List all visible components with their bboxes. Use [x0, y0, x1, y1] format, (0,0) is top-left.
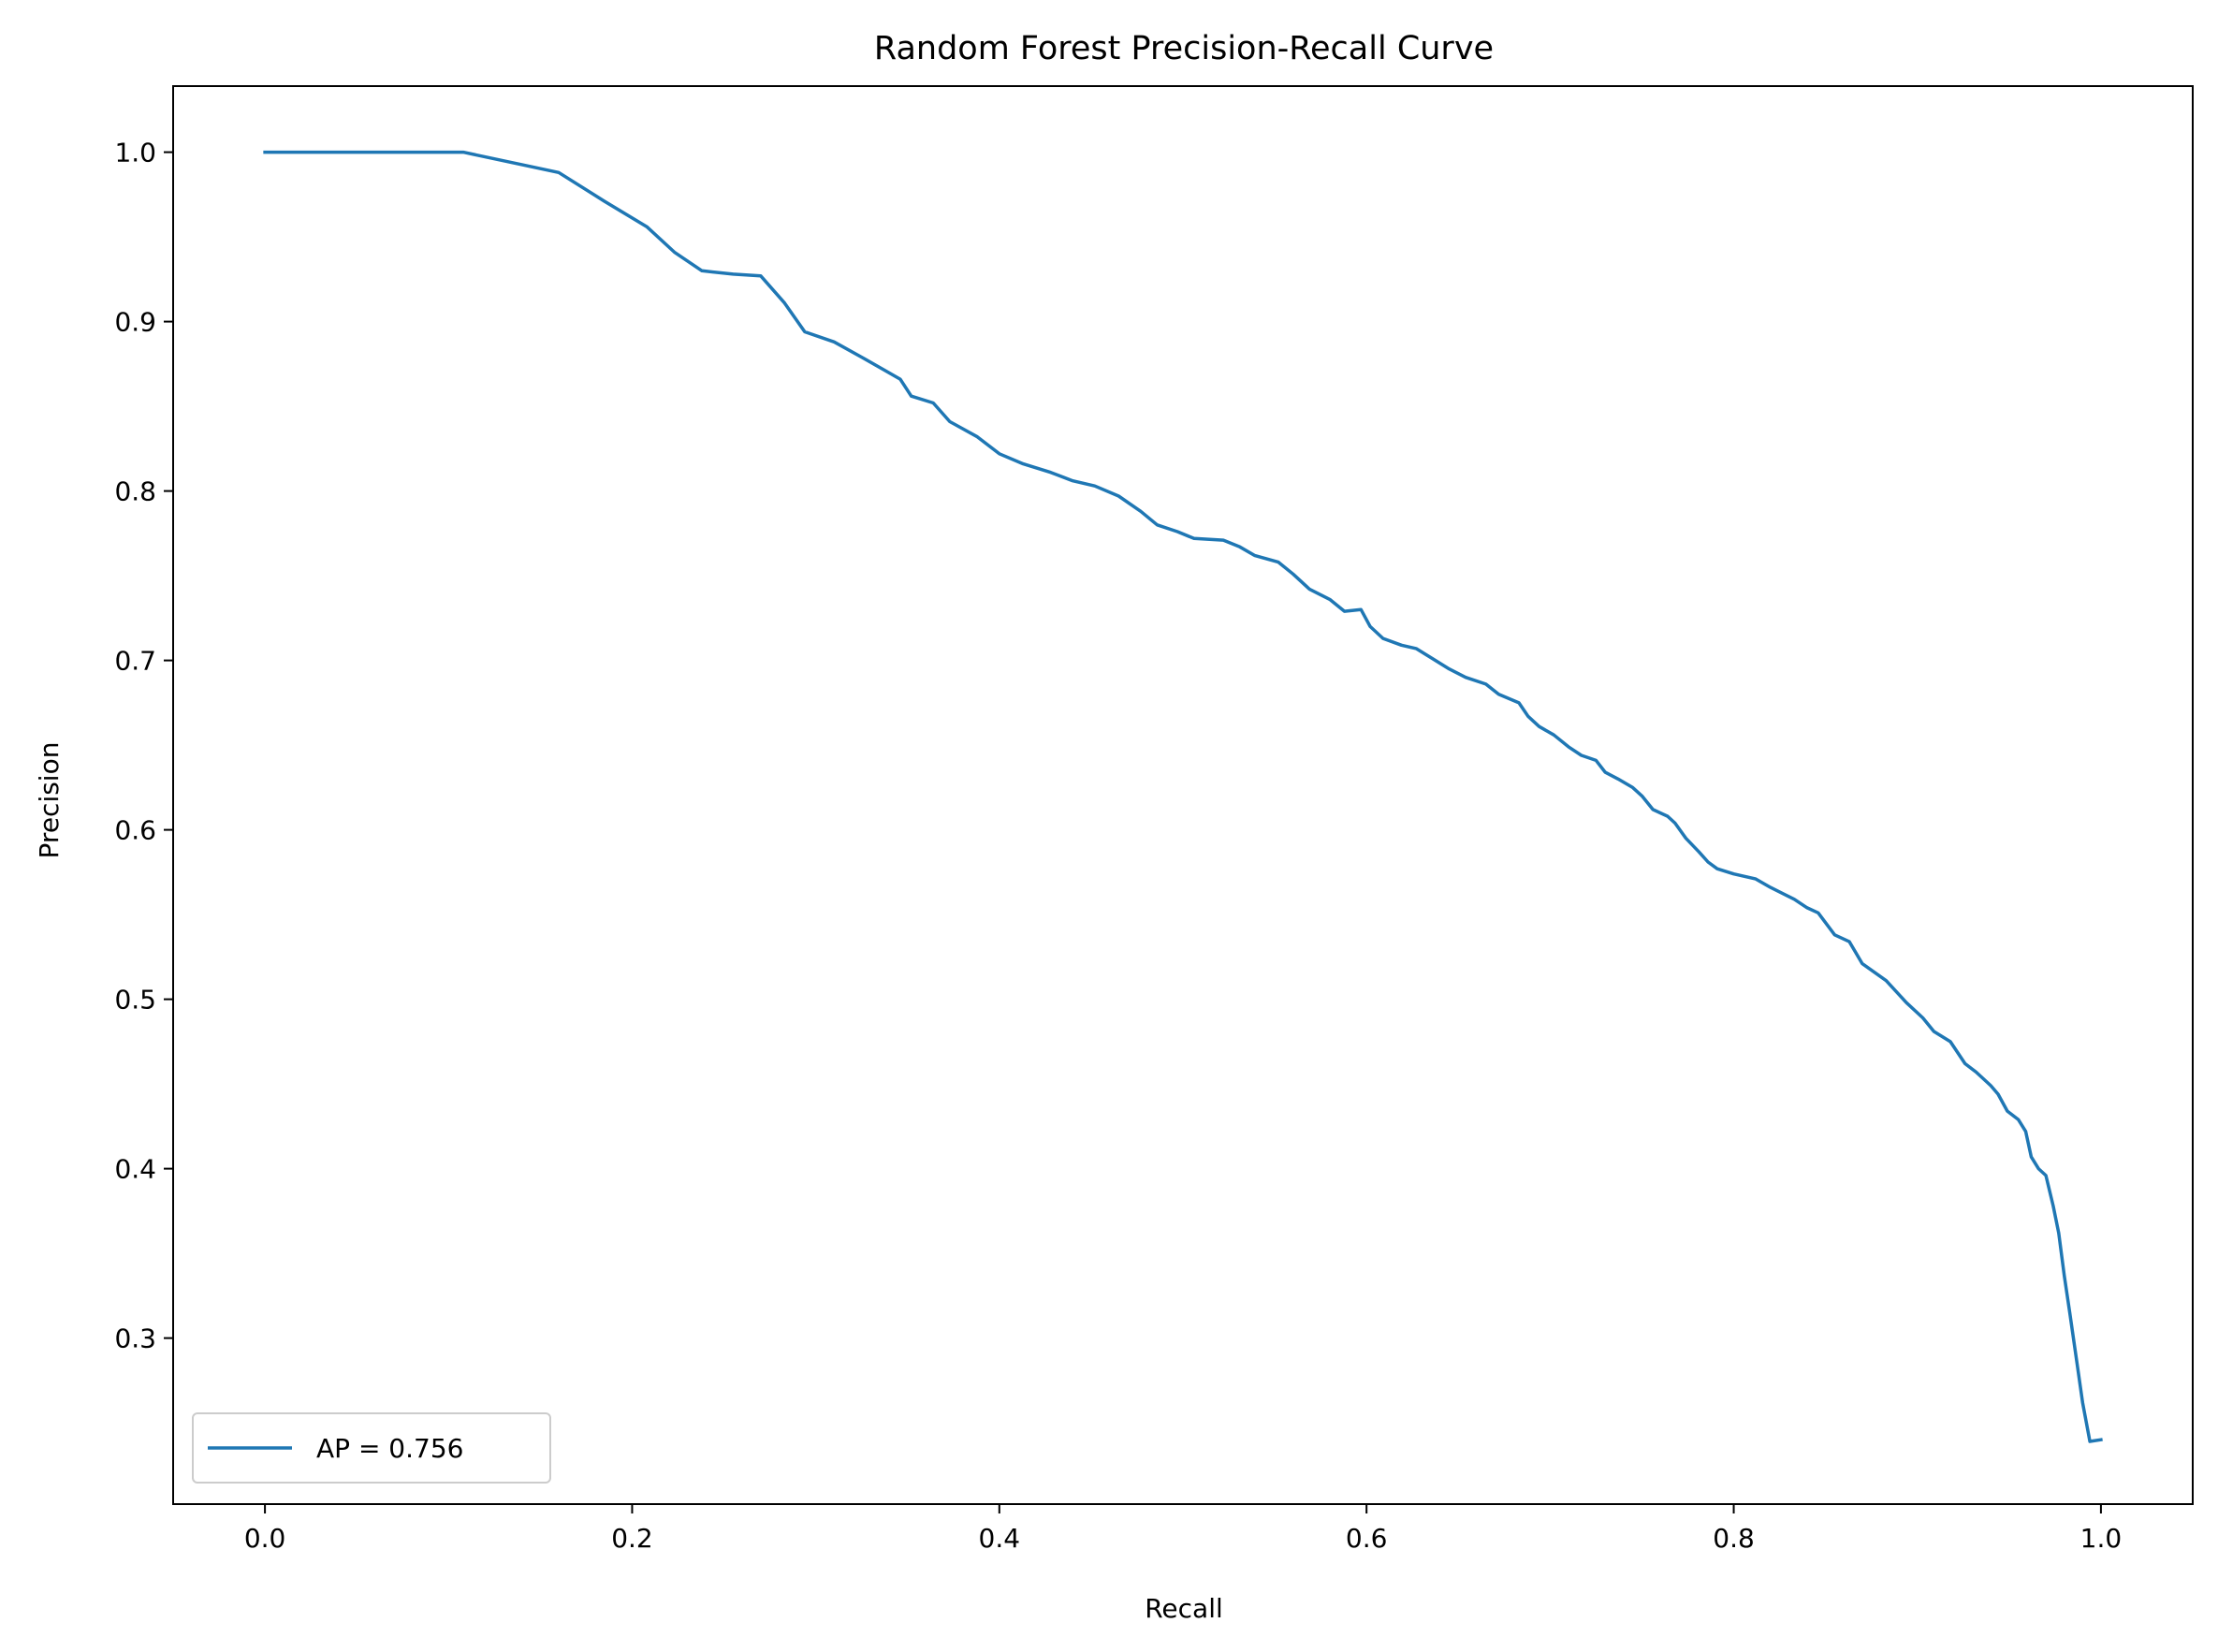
y-tick-label: 0.7	[114, 646, 156, 677]
x-tick-label: 0.2	[611, 1523, 653, 1554]
series-line	[263, 150, 2103, 1443]
x-tick-label: 1.0	[2080, 1523, 2123, 1554]
y-tick-label: 0.9	[114, 307, 156, 338]
x-tick-label: 0.4	[979, 1523, 1021, 1554]
y-axis-label: Precision	[34, 742, 65, 859]
y-axis: 0.3 0.4 0.5 0.6 0.7 0.8 0.9 1.0	[114, 138, 173, 1354]
x-axis: 0.0 0.2 0.4 0.6 0.8 1.0	[244, 1504, 2122, 1554]
y-tick-label: 0.8	[114, 476, 156, 507]
y-tick-label: 1.0	[114, 138, 156, 168]
y-tick-label: 0.6	[114, 815, 156, 846]
x-tick-label: 0.0	[244, 1523, 286, 1554]
legend-label: AP = 0.756	[316, 1433, 463, 1464]
y-tick-label: 0.4	[114, 1154, 156, 1185]
x-tick-label: 0.6	[1346, 1523, 1388, 1554]
y-tick-label: 0.5	[114, 985, 156, 1016]
x-axis-label: Recall	[1145, 1593, 1223, 1624]
y-tick-label: 0.3	[114, 1323, 156, 1354]
axes-frame	[172, 85, 2194, 1505]
legend-box	[192, 1412, 551, 1484]
chart-title: Random Forest Precision-Recall Curve	[874, 30, 1494, 67]
plot-area	[263, 150, 2103, 1443]
x-tick-label: 0.8	[1713, 1523, 1755, 1554]
legend: AP = 0.756	[192, 1412, 551, 1484]
